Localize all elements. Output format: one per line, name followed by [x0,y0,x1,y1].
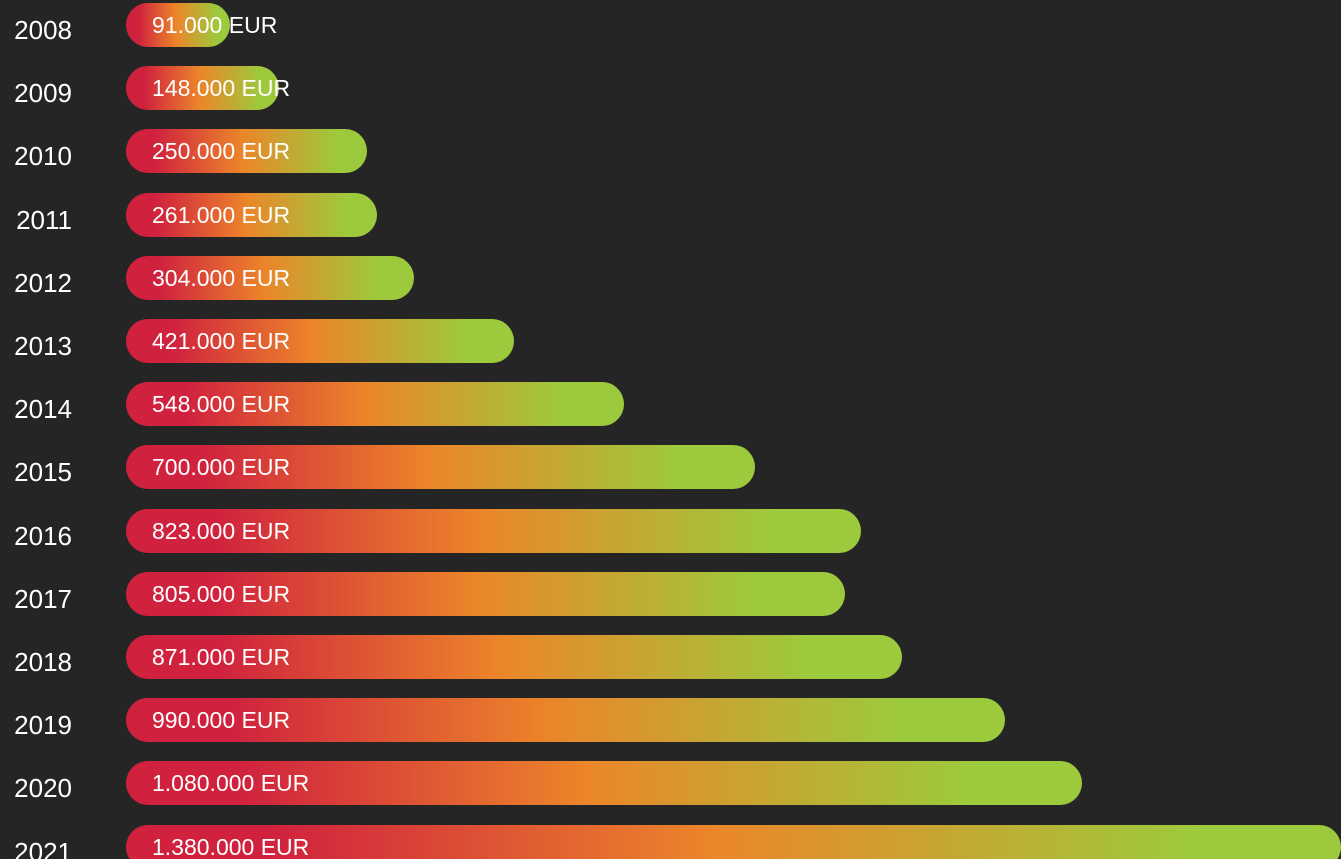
category-label: 2008 [14,15,72,45]
bar-row-2021: 2021 1.380.000 EUR [0,824,1341,859]
value-label: 148.000 EUR [152,75,291,102]
bar [126,66,280,111]
value-label: 990.000 EUR [152,707,291,734]
category-label: 2014 [14,394,72,425]
bar-row-2019: 2019 990.000 EUR [0,698,1341,743]
value-label: 91.000 EUR [152,12,278,38]
bar-row-2020: 2020 1.080.000 EUR [0,761,1341,806]
category-label: 2013 [14,331,72,361]
bar-row-2008: 2008 91.000 EUR [0,3,1341,47]
value-label: 1.380.000 EUR [152,833,310,859]
bar [126,445,755,490]
bar [126,319,515,363]
bar-row-2012: 2012 304.000 EUR [0,255,1341,300]
bar [126,635,903,679]
bar [126,3,230,47]
bar [126,761,1083,806]
category-label: 2020 [14,773,72,804]
category-label: 2011 [16,204,72,235]
category-label: 2012 [14,267,72,298]
category-label: 2018 [14,647,72,677]
value-label: 871.000 EUR [152,644,291,670]
value-label: 304.000 EUR [152,264,291,291]
bar [126,192,377,237]
category-label: 2009 [14,78,72,109]
bar-row-2017: 2017 805.000 EUR [0,571,1341,616]
category-label: 2010 [14,141,72,172]
category-label: 2017 [14,583,72,614]
bar [126,129,368,174]
value-label: 421.000 EUR [152,328,291,354]
bar-row-2016: 2016 823.000 EUR [0,508,1341,553]
value-label: 1.080.000 EUR [152,770,310,797]
value-label: 261.000 EUR [152,201,291,228]
category-label: 2015 [14,457,72,488]
bar-row-2013: 2013 421.000 EUR [0,319,1341,363]
bar [126,255,414,300]
category-label: 2019 [14,710,72,741]
bar [126,508,861,553]
value-label: 823.000 EUR [152,517,291,544]
category-label: 2021 [14,836,72,859]
bar [126,571,846,616]
bar-row-2014: 2014 548.000 EUR [0,382,1341,427]
value-label: 805.000 EUR [152,580,291,607]
bar-row-2011: 2011 261.000 EUR [0,192,1341,237]
value-label: 548.000 EUR [152,391,291,418]
bar-row-2018: 2018 871.000 EUR [0,635,1341,679]
bar-row-2015: 2015 700.000 EUR [0,445,1341,490]
bar-row-2009: 2009 148.000 EUR [0,66,1341,111]
bar [126,698,1005,743]
value-label: 700.000 EUR [152,454,291,481]
value-label: 250.000 EUR [152,138,291,165]
bar-row-2010: 2010 250.000 EUR [0,129,1341,174]
bar [126,382,624,427]
category-label: 2016 [14,520,72,551]
bar [126,824,1341,859]
